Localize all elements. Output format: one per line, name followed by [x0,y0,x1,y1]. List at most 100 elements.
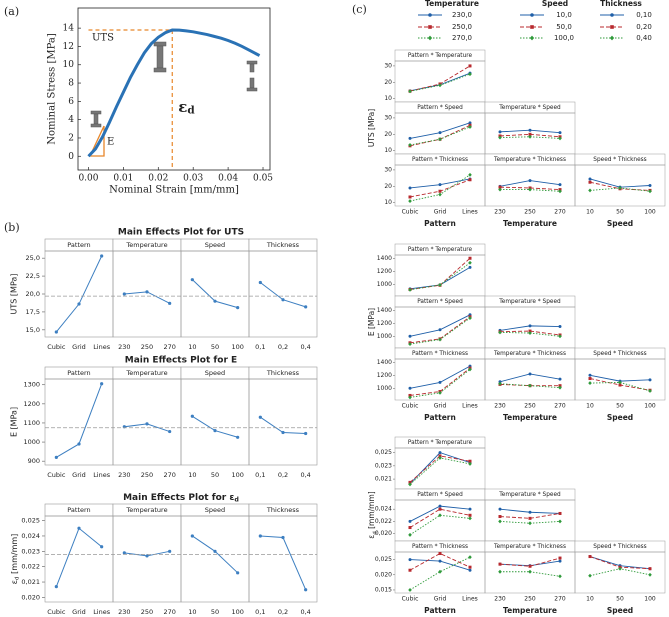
y-tick-label: 0,022 [21,563,40,571]
marker [408,558,412,562]
y-tick-label: 10 [63,60,75,70]
x-axis-label: Pattern [424,219,456,228]
effect-point [145,554,149,558]
effect-point [54,585,58,589]
x-tick-label: Cubic [402,209,419,216]
marker [468,555,472,560]
panel-label: (a) [4,5,19,18]
marker [558,385,562,390]
marker [530,25,534,29]
x-tick-label: 0,4 [300,471,310,479]
x-tick-label: 50 [211,343,219,351]
marker [408,526,412,530]
y-tick-label: 1200 [377,268,392,275]
marker [438,455,442,460]
y-tick-label: 0 [68,152,74,162]
marker [528,564,532,568]
effect-point [236,306,240,310]
marker [408,186,412,190]
marker [468,256,472,260]
y-tick-label: 1000 [377,281,392,288]
legend-label: 50,0 [556,23,572,31]
effect-point [213,429,217,433]
x-tick-label: 270 [554,209,566,216]
x-tick-label: Grid [72,471,86,479]
marker [498,380,502,384]
marker [498,185,502,189]
y-tick-label: 30 [384,62,392,69]
panel-title: Temperature * Speed [498,492,561,498]
x-tick-label: 50 [616,596,624,603]
panel-title: Temperature * Speed [498,299,561,305]
x-tick-label: 0,2 [278,608,288,616]
panel-title: Temperature * Thickness [493,544,566,550]
x-axis-label: Speed [607,606,633,615]
marker [468,172,472,177]
y-tick-label: 30 [384,166,392,173]
effect-point [122,551,126,555]
marker [558,136,562,141]
stress-curve [87,28,261,158]
marker [588,177,592,181]
x-tick-label: 250 [524,596,536,603]
panel-title: Pattern [67,506,90,514]
y-tick-label: 0,023 [375,462,392,469]
panel-frame [180,378,250,466]
marker [498,515,502,519]
chart-title: Main Effects Plot for E [125,356,237,366]
panel-title: Temperature [125,369,167,377]
effect-line [191,279,238,309]
marker [428,25,432,29]
marker [408,568,412,572]
marker [558,519,562,524]
x-tick-label: Cubic [402,403,419,410]
y-tick-label: 0,025 [21,517,40,525]
marker [648,388,652,393]
effect-point [145,290,149,294]
marker [468,124,472,129]
x-tick-label: 0,1 [255,608,265,616]
marker [468,265,472,269]
panel-title: Speed * Thickness [593,157,646,163]
x-tick-label: 50 [211,608,219,616]
x-tick-label: Lines [462,209,478,216]
x-tick-label: Cubic [47,608,66,616]
x-tick-label: 10 [586,209,594,216]
interaction-line [409,553,471,571]
panel-title: Pattern * Thickness [412,544,468,550]
marker [438,137,442,142]
marker [618,383,622,387]
marker [408,482,412,487]
x-tick-label: 250 [524,403,536,410]
x-tick-label: 250 [141,608,153,616]
y-tick-label: 10 [384,147,392,154]
marker [498,130,502,134]
marker [408,519,412,523]
x-tick-label: 50 [616,209,624,216]
effect-line [55,255,103,333]
marker [438,183,442,187]
marker [618,380,622,385]
interaction-line [409,65,471,92]
interaction-line [409,455,471,483]
x-tick-label: 10 [188,343,196,351]
x-tick-label: Grid [434,403,447,410]
marker [648,567,652,571]
x-tick-label: 0,1 [255,343,265,351]
panel-frame [574,164,666,207]
marker [408,386,412,390]
panel-title: Temperature * Speed [498,105,561,111]
x-tick-label: 270 [163,608,175,616]
x-tick-label: 270 [554,403,566,410]
x-tick-label: 0,2 [278,471,288,479]
marker [408,480,412,484]
marker [648,184,652,187]
legend-label: 250,0 [452,23,472,31]
legend-title: Thickness [600,0,642,8]
x-tick-label: Grid [434,209,447,216]
y-tick-label: 0,021 [375,476,392,483]
effect-point [190,414,194,418]
x-tick-label: Lines [462,403,478,410]
marker [438,282,442,287]
